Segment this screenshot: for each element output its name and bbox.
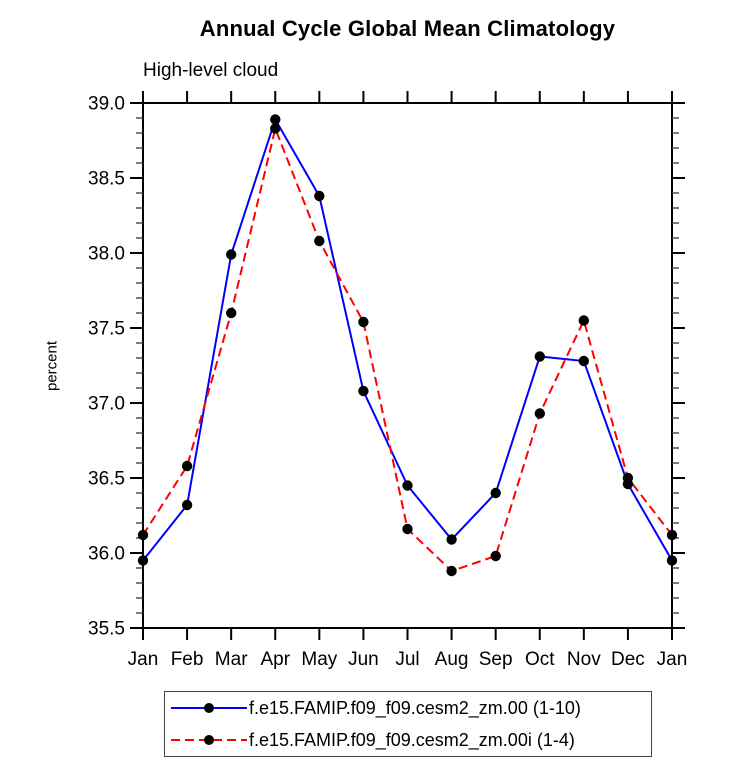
data-point-marker <box>314 235 325 247</box>
x-tick-label: Oct <box>525 649 555 670</box>
data-point-marker <box>226 249 237 260</box>
legend-box: f.e15.FAMIP.f09_f09.cesm2_zm.00 (1-10) f… <box>164 691 652 757</box>
legend-line-sample-blue-solid <box>171 703 247 713</box>
data-point-marker <box>446 565 457 577</box>
data-point-marker <box>490 487 501 499</box>
plot-frame <box>142 102 673 629</box>
data-point-marker <box>402 480 413 491</box>
x-tick-label: Aug <box>435 649 469 670</box>
data-point-marker <box>578 355 589 367</box>
data-point-marker <box>137 555 149 566</box>
plot-area: 35.5 36.0 36.5 37.0 37.5 38.0 38.5 39.0 Jan Feb Ma… <box>88 91 688 670</box>
y-tick-label: 38.0 <box>88 244 125 265</box>
legend-label-series-1: f.e15.FAMIP.f09_f09.cesm2_zm.00i (1-4) <box>249 729 575 750</box>
data-point-marker <box>666 555 678 566</box>
data-point-marker <box>358 385 369 397</box>
data-point-marker <box>314 190 325 202</box>
series-line-1 <box>142 125 673 573</box>
x-tick-label: Jul <box>395 649 419 670</box>
y-tick-label: 39.0 <box>88 94 125 115</box>
data-point-marker <box>226 307 237 319</box>
x-tick-label: Jan <box>657 649 688 670</box>
y-tick-label: 35.5 <box>88 619 125 640</box>
data-point-marker <box>270 123 281 134</box>
legend-label-series-0: f.e15.FAMIP.f09_f09.cesm2_zm.00 (1-10) <box>249 697 581 718</box>
data-point-marker <box>181 460 193 472</box>
x-tick-label: Feb <box>171 649 204 670</box>
series-markers-1 <box>137 123 678 577</box>
legend-row-series-1: f.e15.FAMIP.f09_f09.cesm2_zm.00i (1-4) <box>165 725 651 755</box>
y-axis-major-ticks: 35.5 36.0 36.5 37.0 37.5 38.0 38.5 39.0 <box>88 94 685 640</box>
data-point-marker <box>578 315 589 326</box>
x-tick-label: Apr <box>260 649 290 670</box>
chart-subtitle: High-level cloud <box>143 60 279 81</box>
x-tick-label: Nov <box>567 649 601 670</box>
y-tick-label: 37.0 <box>88 394 125 415</box>
series-markers-0 <box>137 114 678 566</box>
data-point-marker <box>534 351 545 362</box>
x-tick-label: May <box>301 649 337 670</box>
data-point-marker <box>666 529 678 541</box>
y-tick-label: 38.5 <box>88 169 125 190</box>
chart-title: Annual Cycle Global Mean Climatology <box>199 16 616 41</box>
data-point-marker <box>358 316 369 328</box>
data-point-marker <box>402 523 413 535</box>
x-axis-ticks: Jan Feb Mar Apr May Jun Jul Aug Sep Oct Nov Dec Jan <box>128 91 688 670</box>
x-tick-label: Sep <box>479 649 513 670</box>
x-tick-label: Jan <box>128 649 159 670</box>
series-line-0 <box>142 117 673 562</box>
data-point-marker <box>622 472 634 484</box>
y-tick-label: 36.5 <box>88 469 125 490</box>
legend-row-series-0: f.e15.FAMIP.f09_f09.cesm2_zm.00 (1-10) <box>165 693 651 723</box>
y-tick-label: 36.0 <box>88 544 125 565</box>
data-point-marker <box>534 408 545 419</box>
data-point-marker <box>490 550 501 562</box>
data-point-marker <box>446 534 457 545</box>
x-tick-label: Dec <box>611 649 645 670</box>
data-point-marker <box>270 114 281 125</box>
y-tick-label: 37.5 <box>88 319 125 340</box>
data-point-marker <box>137 529 149 541</box>
legend-line-sample-red-dashed <box>171 735 247 745</box>
x-tick-label: Mar <box>215 649 248 670</box>
y-axis-minor-ticks <box>136 117 679 614</box>
x-tick-label: Jun <box>348 649 379 670</box>
data-point-marker <box>181 499 193 511</box>
